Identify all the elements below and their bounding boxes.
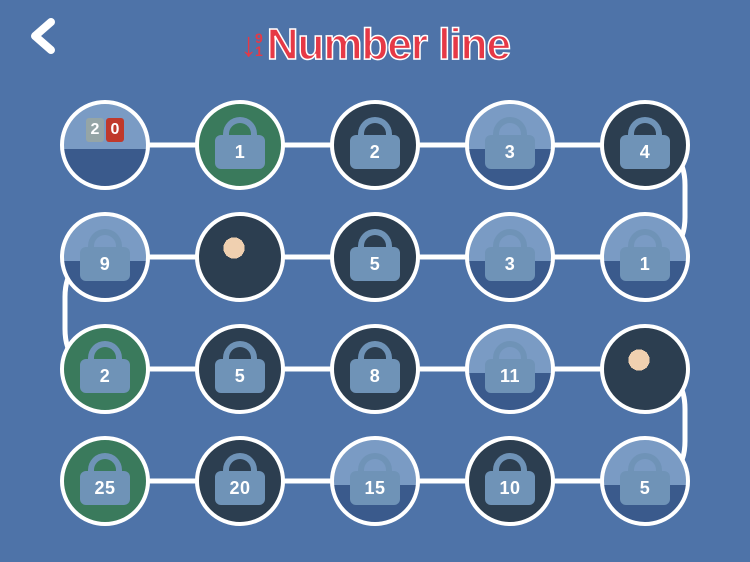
level-circle: 8: [330, 324, 420, 414]
level-number: 15: [364, 478, 385, 499]
level-node-18: 10: [465, 436, 555, 526]
level-number: 1: [235, 142, 246, 163]
level-circle: 15: [330, 436, 420, 526]
lock-icon: 9: [77, 229, 133, 285]
level-circle: 9: [60, 212, 150, 302]
level-circle: 5: [600, 436, 690, 526]
lock-icon: 25: [77, 453, 133, 509]
level-node-17: 15: [330, 436, 420, 526]
lock-icon: 11: [482, 341, 538, 397]
level-node-0[interactable]: 20: [60, 100, 150, 190]
start-digits: 20: [86, 118, 124, 142]
character-icon: [615, 339, 675, 399]
level-circle: [195, 212, 285, 302]
level-number: 5: [370, 254, 381, 275]
lock-icon: 1: [617, 229, 673, 285]
level-circle: 2: [60, 324, 150, 414]
lock-icon: 5: [212, 341, 268, 397]
level-node-15: 25: [60, 436, 150, 526]
level-circle: 1: [195, 100, 285, 190]
digit-card: 0: [106, 118, 124, 142]
level-node-1: 1: [195, 100, 285, 190]
digit-card: 2: [86, 118, 104, 142]
sort-down-icon: ↓ 9 1: [240, 28, 263, 62]
chevron-left-icon: [25, 18, 61, 54]
level-circle: 3: [465, 100, 555, 190]
level-number: 20: [229, 478, 250, 499]
level-circle: 20: [195, 436, 285, 526]
lock-icon: 2: [77, 341, 133, 397]
lock-icon: 15: [347, 453, 403, 509]
character-icon: [210, 227, 270, 287]
level-node-13: 11: [465, 324, 555, 414]
level-circle: 1: [600, 212, 690, 302]
level-number: 8: [370, 366, 381, 387]
level-node-2: 2: [330, 100, 420, 190]
back-button[interactable]: [25, 18, 61, 59]
level-circle: 20: [60, 100, 150, 190]
level-number: 3: [505, 142, 516, 163]
lock-icon: 4: [617, 117, 673, 173]
lock-icon: 20: [212, 453, 268, 509]
level-node-3: 3: [465, 100, 555, 190]
level-node-19: 5: [600, 436, 690, 526]
level-circle: 5: [330, 212, 420, 302]
lock-icon: 8: [347, 341, 403, 397]
level-node-4: 4: [600, 100, 690, 190]
level-number: 25: [94, 478, 115, 499]
level-number: 3: [505, 254, 516, 275]
level-number: 5: [235, 366, 246, 387]
level-number: 4: [640, 142, 651, 163]
level-number: 2: [100, 366, 111, 387]
level-node-16: 20: [195, 436, 285, 526]
level-node-11: 5: [195, 324, 285, 414]
level-circle: 11: [465, 324, 555, 414]
lock-icon: 2: [347, 117, 403, 173]
level-number: 2: [370, 142, 381, 163]
lock-icon: 1: [212, 117, 268, 173]
level-node-12: 8: [330, 324, 420, 414]
level-node-10: 2: [60, 324, 150, 414]
level-circle: 5: [195, 324, 285, 414]
page-title: ↓ 9 1 Number line: [240, 20, 510, 70]
level-node-7: 5: [330, 212, 420, 302]
level-node-8: 3: [465, 212, 555, 302]
level-node-6[interactable]: [195, 212, 285, 302]
title-text: Number line: [267, 20, 510, 70]
level-node-9: 1: [600, 212, 690, 302]
level-circle: 3: [465, 212, 555, 302]
level-number: 5: [640, 478, 651, 499]
level-circle: 10: [465, 436, 555, 526]
level-number: 1: [640, 254, 651, 275]
lock-icon: 10: [482, 453, 538, 509]
lock-icon: 3: [482, 229, 538, 285]
level-number: 10: [499, 478, 520, 499]
level-number: 11: [500, 366, 520, 387]
level-circle: 2: [330, 100, 420, 190]
lock-icon: 5: [617, 453, 673, 509]
level-circle: 25: [60, 436, 150, 526]
level-circle: 4: [600, 100, 690, 190]
level-number: 9: [100, 254, 111, 275]
level-node-5: 9: [60, 212, 150, 302]
lock-icon: 5: [347, 229, 403, 285]
level-circle: [600, 324, 690, 414]
level-node-14[interactable]: [600, 324, 690, 414]
lock-icon: 3: [482, 117, 538, 173]
